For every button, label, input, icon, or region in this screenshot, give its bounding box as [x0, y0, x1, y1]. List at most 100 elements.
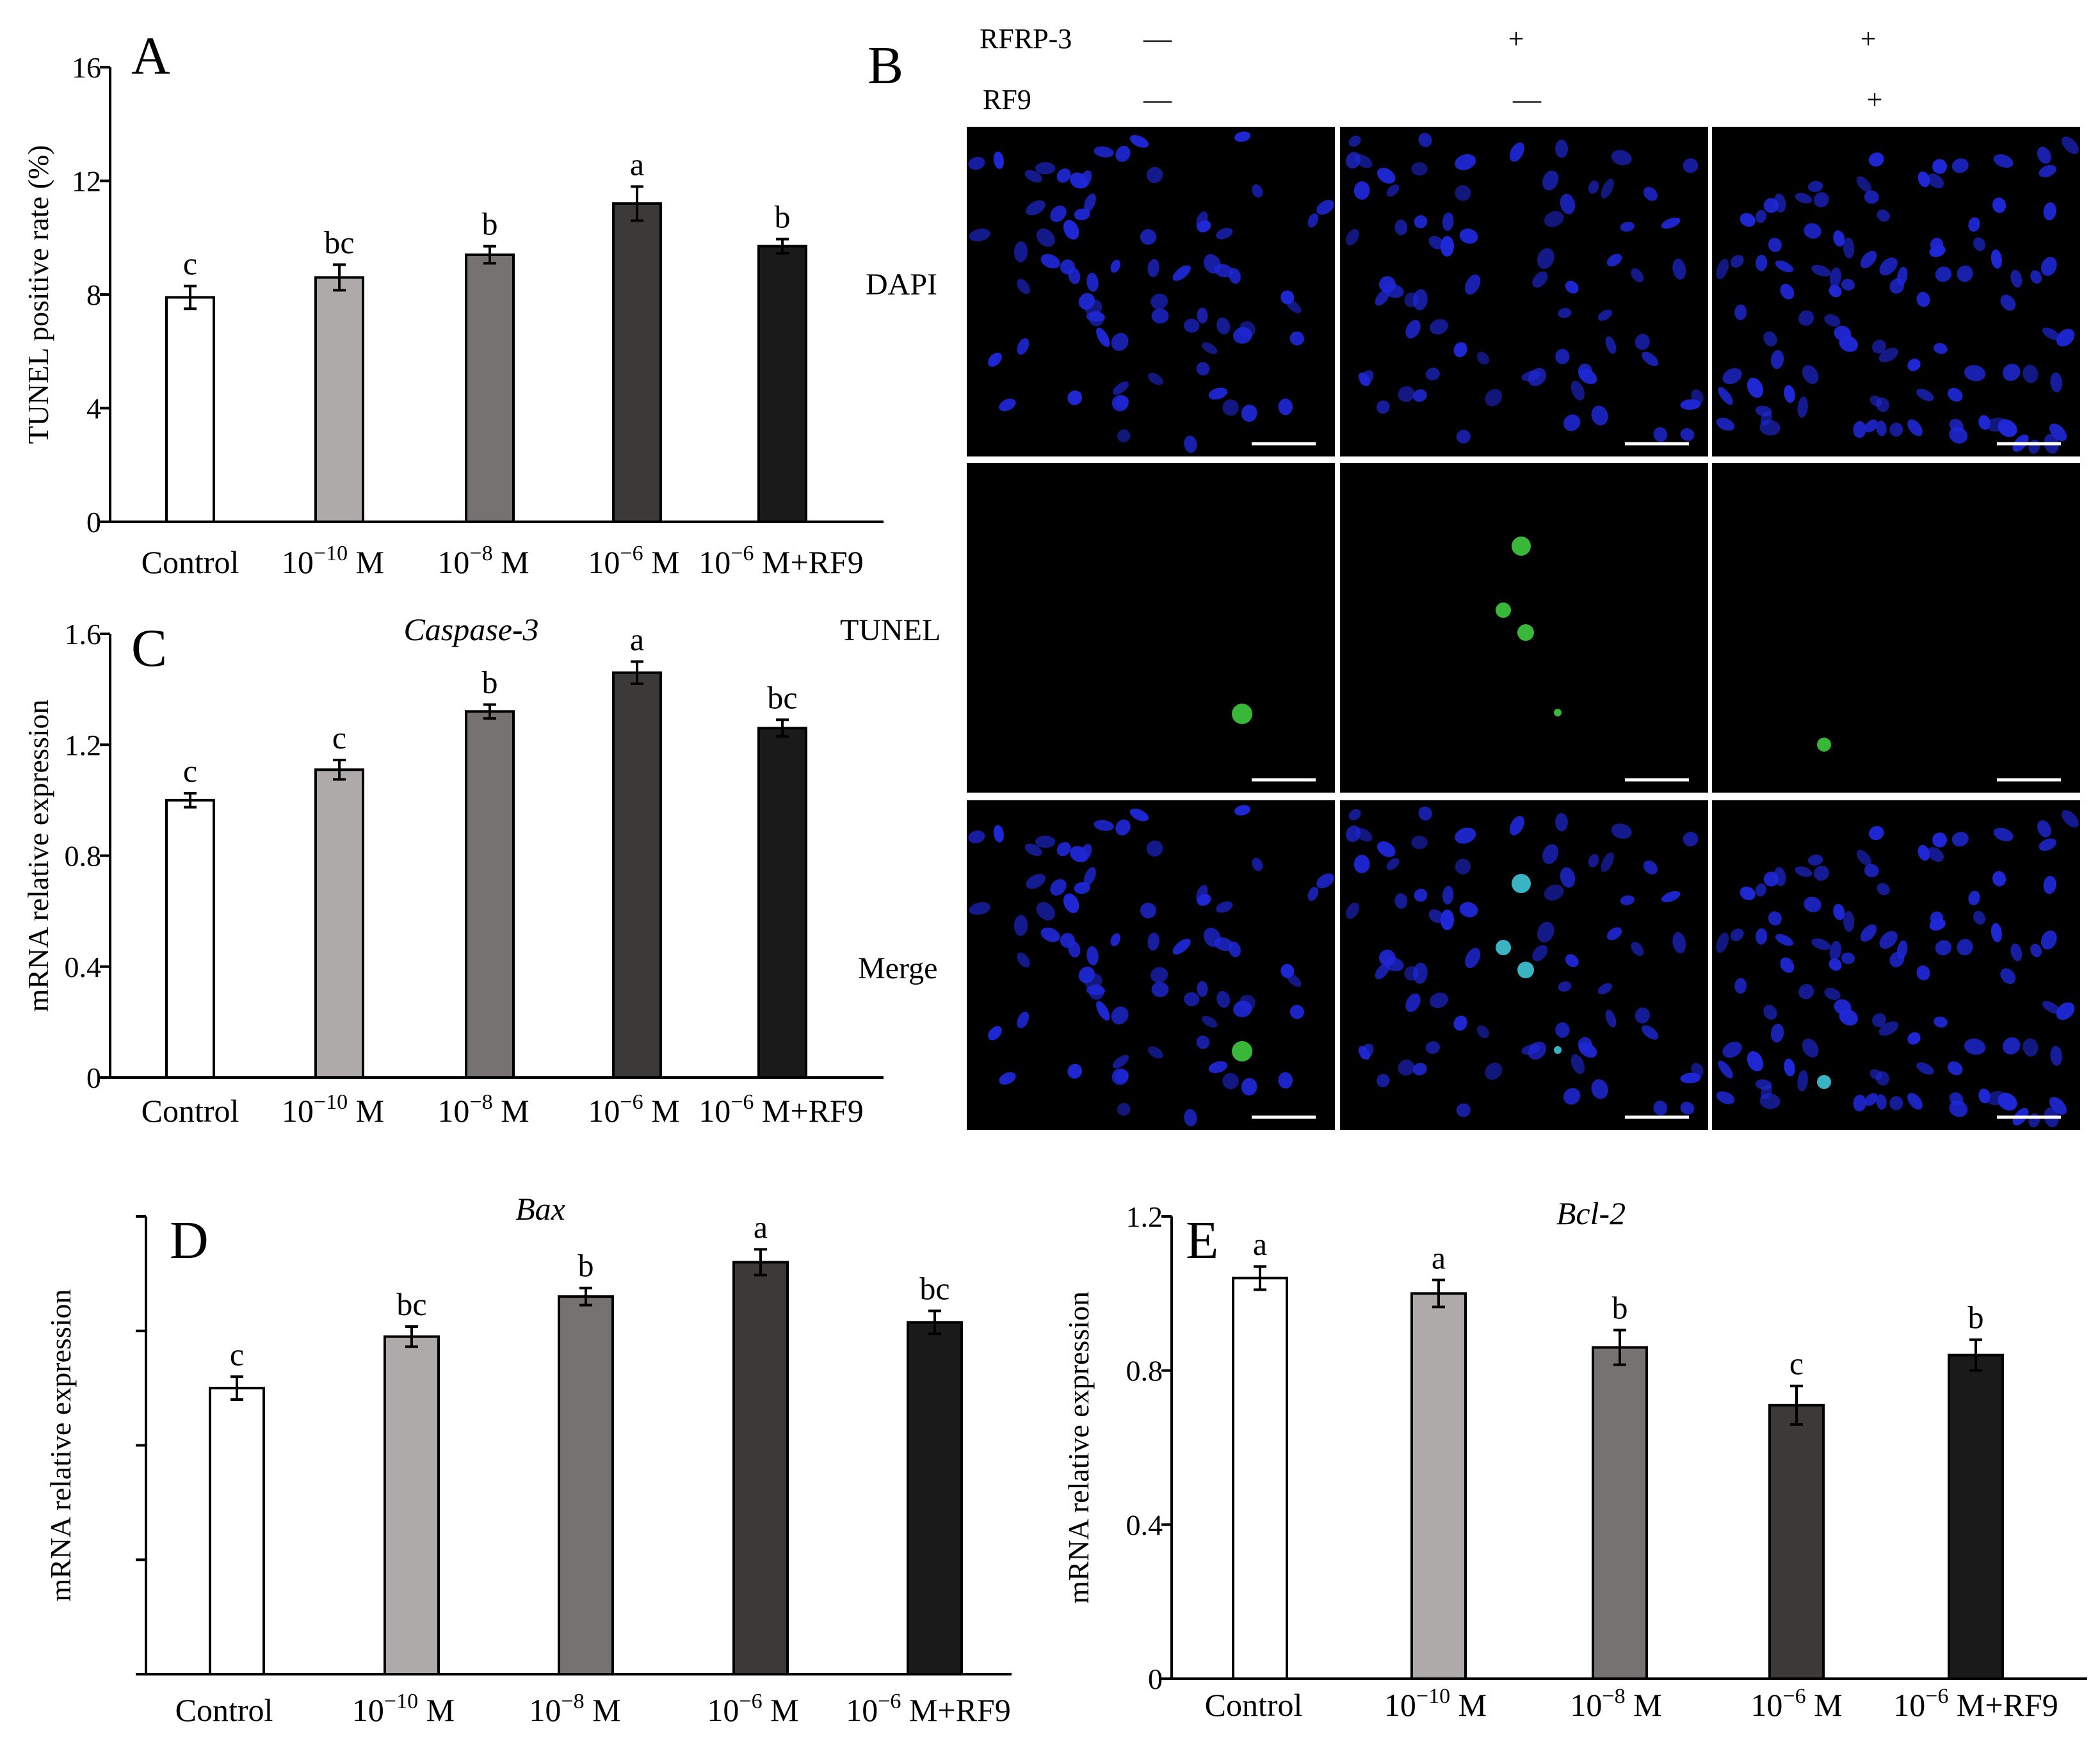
- nucleus: [2062, 810, 2079, 828]
- nucleus: [1455, 827, 1476, 844]
- treatment-label-rf9: RF9: [983, 84, 1031, 115]
- chart-title: Caspase-3: [403, 611, 538, 647]
- nucleus: [1571, 380, 1585, 401]
- nucleus: [1418, 806, 1432, 821]
- rf9-col3-value: +: [1867, 84, 1883, 115]
- nucleus: [1386, 184, 1400, 197]
- nucleus: [1307, 213, 1319, 228]
- nucleus: [1459, 901, 1478, 917]
- nucleus: [1184, 992, 1200, 1006]
- nucleus: [1597, 309, 1613, 321]
- nucleus: [2030, 270, 2042, 284]
- nucleus: [1565, 280, 1579, 294]
- nucleus: [1412, 1063, 1427, 1076]
- nucleus: [1017, 1012, 1030, 1029]
- nucleus: [1591, 405, 1608, 426]
- nucleus: [1096, 327, 1110, 348]
- y-tick-label: 1.6: [65, 618, 102, 650]
- panel-letter: D: [170, 1211, 209, 1270]
- nucleus: [1824, 987, 1841, 1001]
- significance-letter: bc: [767, 679, 797, 715]
- nucleus: [1442, 885, 1454, 905]
- nucleus: [1110, 933, 1120, 946]
- nucleus: [968, 157, 985, 170]
- nucleus: [2010, 270, 2023, 288]
- nucleus: [1876, 421, 1887, 437]
- nucleus: [1978, 1088, 1991, 1104]
- nucleus: [1722, 368, 1742, 385]
- micrograph-merge-col1: [967, 800, 1335, 1130]
- nucleus: [1951, 832, 1969, 847]
- nucleus: [1056, 842, 1071, 857]
- nucleus: [1829, 284, 1842, 298]
- nucleus: [1927, 847, 1944, 862]
- y-tick-label: 0.8: [65, 840, 102, 873]
- category-label: 10−10 M: [282, 1090, 384, 1129]
- nucleus: [1289, 331, 1304, 346]
- micrograph-tunel-col1: [967, 463, 1335, 793]
- rf9-col2-value: —: [1512, 84, 1542, 115]
- nucleus: [1877, 883, 1890, 896]
- nucleus: [1412, 962, 1428, 984]
- nucleus: [1216, 227, 1233, 239]
- nucleus: [1094, 820, 1114, 831]
- nucleus: [1442, 212, 1454, 231]
- nucleus: [1542, 170, 1559, 191]
- panel-letter: C: [131, 618, 167, 678]
- nucleus: [1843, 910, 1855, 932]
- nucleus: [1208, 387, 1228, 400]
- nucleus: [1017, 279, 1030, 295]
- y-tick-label: 0.4: [1126, 1508, 1163, 1541]
- significance-letter: c: [332, 720, 346, 755]
- bar: [612, 671, 662, 1079]
- nucleus: [1918, 171, 1930, 188]
- nucleus: [1252, 184, 1263, 198]
- nucleus: [1563, 1088, 1581, 1105]
- bar: [165, 798, 215, 1079]
- nucleus: [1759, 1093, 1781, 1110]
- panel-b: B RFRP-3 RF9 — + + — — + DAPI TUNEL Merg…: [840, 23, 2080, 1130]
- nucleus: [1050, 879, 1067, 896]
- nucleus: [1872, 339, 1886, 354]
- y-tick-label: 1.2: [65, 729, 102, 761]
- nucleus: [1428, 236, 1444, 250]
- bar: [209, 1387, 265, 1675]
- nucleus: [1394, 893, 1408, 909]
- nucleus: [988, 352, 1002, 367]
- tunel-positive-cell: [1554, 709, 1562, 716]
- nucleus: [1784, 1058, 1795, 1077]
- significance-letter: c: [1789, 1346, 1804, 1382]
- treatment-label-rfrp3: RFRP-3: [980, 23, 1072, 54]
- nucleus: [1542, 844, 1559, 864]
- nucleus: [1560, 867, 1576, 888]
- nucleus: [1036, 901, 1055, 921]
- chart-title: Bcl-2: [1556, 1195, 1626, 1231]
- rfrp3-col2-value: +: [1508, 23, 1524, 54]
- bar: [1592, 1346, 1648, 1680]
- nucleus: [1228, 268, 1241, 284]
- nucleus: [1642, 351, 1659, 366]
- nucleus: [1775, 260, 1794, 273]
- category-label: 10−6 M: [588, 1090, 679, 1129]
- bar: [612, 202, 662, 523]
- nucleus: [1868, 826, 1884, 841]
- nucleus: [1026, 200, 1046, 216]
- category-label: 10−10 M: [282, 542, 384, 580]
- nucleus: [1414, 889, 1428, 902]
- nucleus: [1653, 427, 1668, 442]
- nucleus: [1117, 1102, 1131, 1116]
- y-tick-label: 16: [72, 51, 101, 84]
- nucleus: [1853, 1094, 1866, 1112]
- micrograph-merge-col3: [1712, 800, 2080, 1130]
- nucleus: [1763, 198, 1779, 213]
- nucleus: [1307, 887, 1319, 901]
- nucleus: [1571, 1054, 1585, 1074]
- nucleus: [1864, 190, 1879, 204]
- nucleus: [1934, 343, 1948, 354]
- nucleus: [1425, 367, 1440, 381]
- nucleus: [1998, 1093, 2017, 1111]
- nucleus: [1889, 1096, 1903, 1111]
- nucleus: [1768, 911, 1782, 926]
- nucleus: [999, 1072, 1016, 1085]
- nucleus: [1140, 229, 1157, 245]
